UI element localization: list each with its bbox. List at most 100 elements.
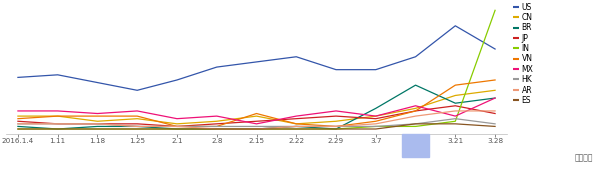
Line: IN: IN — [18, 10, 495, 129]
HK — [14, 123, 22, 125]
MX — [213, 115, 220, 117]
VN — [173, 125, 181, 127]
BR — [134, 125, 141, 127]
IN — [54, 128, 61, 130]
JP — [491, 112, 499, 115]
MX — [14, 110, 22, 112]
Line: MX: MX — [18, 98, 495, 124]
MX — [332, 110, 340, 112]
ES — [452, 123, 459, 125]
VN — [491, 79, 499, 81]
CN — [54, 115, 61, 117]
Line: AR: AR — [18, 111, 495, 129]
HK — [94, 123, 101, 125]
MX — [134, 110, 141, 112]
Legend: US, CN, BR, JP, IN, VN, MX, HK, AR, ES: US, CN, BR, JP, IN, VN, MX, HK, AR, ES — [514, 3, 533, 105]
ES — [134, 128, 141, 130]
CN — [372, 115, 379, 117]
IN — [14, 128, 22, 130]
Bar — [401, 134, 430, 157]
AR — [54, 123, 61, 125]
JP — [452, 105, 459, 107]
HK — [134, 125, 141, 127]
US — [452, 25, 459, 27]
JP — [332, 115, 340, 117]
ES — [372, 128, 379, 130]
VN — [213, 125, 220, 127]
CN — [173, 123, 181, 125]
AR — [412, 115, 419, 117]
HK — [332, 125, 340, 127]
US — [213, 66, 220, 68]
ES — [253, 128, 260, 130]
BR — [412, 84, 419, 86]
JP — [173, 125, 181, 127]
ES — [332, 128, 340, 130]
MX — [491, 97, 499, 99]
JP — [253, 120, 260, 122]
IN — [372, 125, 379, 127]
CN — [293, 123, 300, 125]
BR — [54, 128, 61, 130]
ES — [94, 128, 101, 130]
HK — [412, 123, 419, 125]
IN — [213, 128, 220, 130]
CN — [14, 115, 22, 117]
IN — [253, 128, 260, 130]
AR — [452, 110, 459, 112]
HK — [372, 125, 379, 127]
CN — [491, 89, 499, 91]
US — [372, 69, 379, 71]
JP — [134, 123, 141, 125]
JP — [372, 118, 379, 120]
AR — [134, 125, 141, 127]
US — [293, 56, 300, 58]
MX — [412, 105, 419, 107]
IN — [293, 128, 300, 130]
MX — [452, 115, 459, 117]
HK — [452, 118, 459, 120]
HK — [173, 125, 181, 127]
IN — [173, 128, 181, 130]
CN — [213, 120, 220, 122]
AR — [491, 110, 499, 112]
JP — [293, 118, 300, 120]
BR — [14, 125, 22, 127]
ES — [173, 128, 181, 130]
AR — [14, 123, 22, 125]
IN — [452, 120, 459, 122]
IN — [412, 125, 419, 127]
US — [253, 61, 260, 63]
VN — [94, 115, 101, 117]
BR — [293, 125, 300, 127]
CN — [134, 118, 141, 120]
VN — [372, 120, 379, 122]
IN — [491, 9, 499, 11]
ES — [14, 128, 22, 130]
VN — [293, 123, 300, 125]
MX — [94, 112, 101, 115]
Line: US: US — [18, 26, 495, 90]
BR — [173, 128, 181, 130]
Line: CN: CN — [18, 90, 495, 124]
CN — [332, 120, 340, 122]
AR — [213, 128, 220, 130]
US — [412, 56, 419, 58]
Line: ES: ES — [18, 124, 495, 129]
HK — [491, 123, 499, 125]
HK — [213, 125, 220, 127]
US — [54, 74, 61, 76]
VN — [452, 84, 459, 86]
Line: BR: BR — [18, 85, 495, 129]
ES — [412, 123, 419, 125]
JP — [213, 123, 220, 125]
US — [332, 69, 340, 71]
MX — [54, 110, 61, 112]
VN — [332, 125, 340, 127]
ES — [491, 125, 499, 127]
AR — [293, 125, 300, 127]
BR — [94, 125, 101, 127]
US — [134, 89, 141, 91]
US — [491, 48, 499, 50]
Line: HK: HK — [18, 119, 495, 126]
